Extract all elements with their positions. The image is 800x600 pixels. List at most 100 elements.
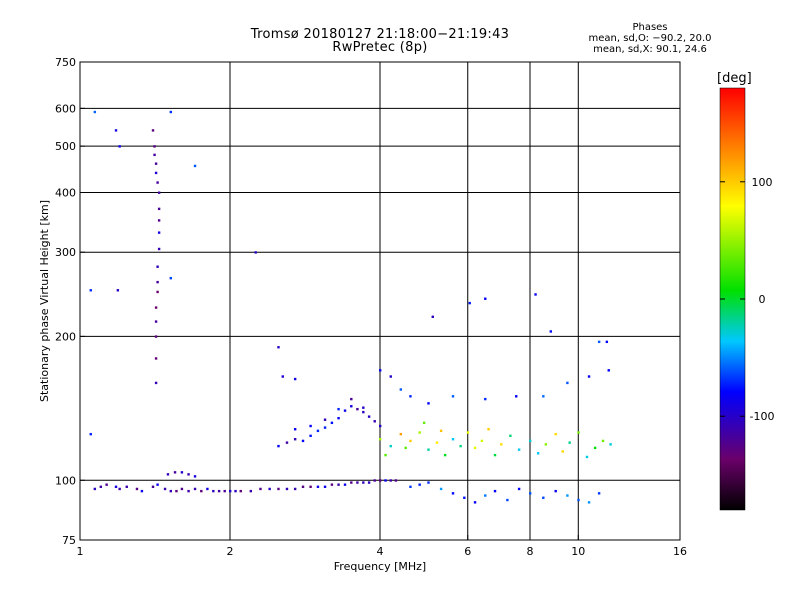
data-point <box>379 437 382 441</box>
data-point <box>409 485 412 489</box>
data-point <box>330 421 334 425</box>
x-tick-label: 10 <box>571 545 585 558</box>
data-point <box>285 487 289 491</box>
data-point <box>268 487 271 491</box>
data-point <box>151 129 155 132</box>
y-tick-label: 500 <box>55 140 76 153</box>
data-point <box>193 487 197 491</box>
data-point <box>597 340 601 344</box>
colorbar-tick-label: -100 <box>750 410 775 423</box>
data-point <box>169 110 173 114</box>
y-tick-label: 750 <box>55 56 76 69</box>
data-point <box>350 481 353 484</box>
data-point <box>343 483 347 486</box>
data-point <box>431 315 434 319</box>
data-point <box>316 429 320 433</box>
data-point <box>301 439 305 443</box>
data-point <box>484 397 487 401</box>
data-point <box>154 381 158 385</box>
data-point <box>114 129 118 132</box>
data-point <box>301 485 305 489</box>
echo-points <box>89 110 612 504</box>
y-tick-label: 200 <box>55 330 76 343</box>
data-point <box>362 410 365 414</box>
data-point <box>534 293 537 296</box>
data-point <box>157 231 161 234</box>
data-point <box>384 479 387 482</box>
data-point <box>200 489 203 493</box>
data-point <box>309 485 312 489</box>
data-point <box>140 489 144 493</box>
data-point <box>156 280 159 284</box>
data-point <box>157 207 161 211</box>
colorbar-tick-label: 100 <box>752 176 773 189</box>
data-point <box>473 446 477 450</box>
data-point <box>223 489 226 493</box>
data-point <box>153 153 156 157</box>
data-point <box>389 375 392 378</box>
data-point <box>154 162 158 165</box>
data-point <box>154 320 158 323</box>
data-point <box>484 494 487 497</box>
data-point <box>277 444 280 448</box>
data-point <box>151 485 155 489</box>
y-axis-ticks: 75 100 200 300 400 500 600 750 <box>55 56 85 547</box>
data-point <box>293 437 297 441</box>
data-point <box>399 388 403 391</box>
data-point <box>125 485 128 489</box>
data-point <box>554 432 557 436</box>
data-point <box>517 487 521 491</box>
data-point <box>277 346 280 349</box>
data-point <box>466 431 470 434</box>
data-point <box>542 395 545 398</box>
data-point <box>373 479 376 482</box>
data-point <box>542 496 545 499</box>
chart-title-line1: Tromsø 20180127 21:18:00−21:19:43 <box>250 27 510 42</box>
data-point <box>217 489 221 493</box>
data-point <box>529 492 532 495</box>
data-point <box>515 395 518 398</box>
data-point <box>493 453 497 457</box>
data-point <box>427 481 430 484</box>
data-point <box>337 416 340 420</box>
data-point <box>193 164 197 168</box>
data-point <box>394 479 398 482</box>
data-point <box>118 487 121 491</box>
data-point <box>367 481 371 484</box>
data-point <box>409 439 412 443</box>
data-point <box>337 483 340 486</box>
data-point <box>323 426 327 429</box>
data-point <box>418 431 421 434</box>
data-point <box>500 443 503 446</box>
data-point <box>443 453 447 457</box>
data-point <box>427 448 430 451</box>
data-point <box>153 145 156 148</box>
data-point <box>384 453 387 457</box>
x-axis-label: Frequency [MHz] <box>334 560 426 573</box>
data-point <box>601 439 605 443</box>
data-point <box>509 434 512 438</box>
data-point <box>350 405 353 408</box>
data-point <box>389 444 392 448</box>
colorbar-tick-label: 0 <box>759 293 766 306</box>
data-point <box>536 452 540 455</box>
y-tick-label: 75 <box>62 534 76 547</box>
data-point <box>281 375 284 378</box>
data-point <box>156 181 159 184</box>
data-point <box>468 301 471 305</box>
data-point <box>379 424 382 428</box>
data-point <box>154 306 158 309</box>
data-point <box>566 494 569 497</box>
x-tick-label: 8 <box>527 545 534 558</box>
data-point <box>316 485 320 489</box>
data-point <box>154 335 158 338</box>
x-axis-ticks: 1 2 4 6 8 10 16 <box>77 535 687 558</box>
data-point <box>293 487 297 491</box>
data-point <box>404 446 407 450</box>
data-point <box>169 276 173 280</box>
data-point <box>587 501 591 504</box>
data-point <box>166 473 170 476</box>
data-point <box>239 489 242 493</box>
data-point <box>561 450 564 453</box>
